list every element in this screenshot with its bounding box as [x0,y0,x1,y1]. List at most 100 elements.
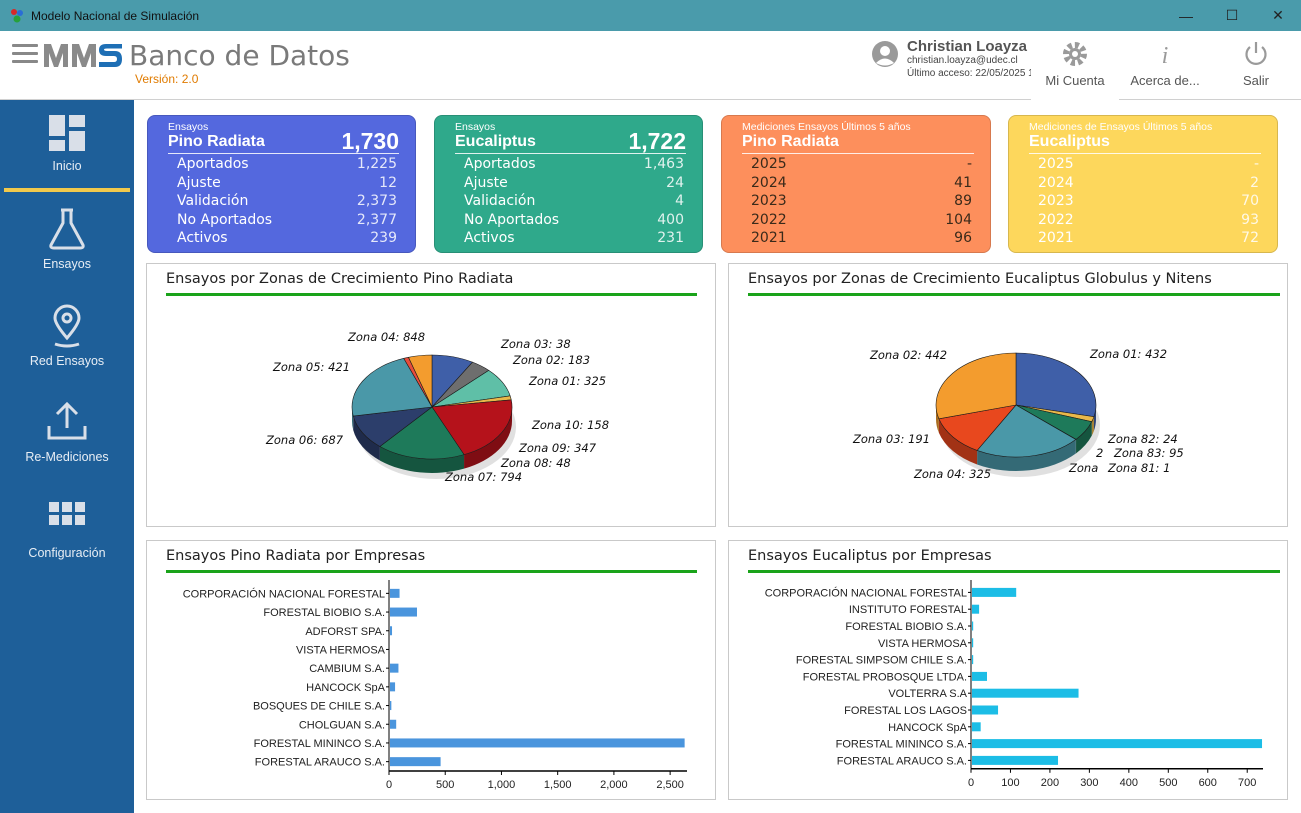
category-label: FORESTAL BIOBIO S.A. [263,607,385,619]
card-row: 2022 93 [1038,211,1259,228]
card-caption: Ensayos [455,121,496,133]
category-label: CHOLGUAN S.A. [299,719,385,731]
about-button[interactable]: i Acerca de... [1121,31,1209,100]
x-tick-label: 400 [1120,777,1138,789]
bar [390,663,399,673]
card-row: 2025- [751,156,972,172]
minimize-button[interactable]: — [1179,7,1193,24]
pie-label: Zona 04: 848 [348,330,426,344]
exit-label: Salir [1242,73,1269,88]
sidebar-item-re-mediciones[interactable]: Re-Mediciones [0,400,134,464]
pie-label: 2 [1096,446,1104,460]
panel-accent-line [748,293,1280,296]
x-tick-label: 0 [386,779,392,791]
card-row: Activos 231 [464,230,684,247]
pie-slice-side [1076,421,1092,454]
app-icon [11,9,23,23]
sidebar: Inicio Ensayos Red Ensayos Re-Mediciones… [0,100,134,813]
dashboard-icon [49,115,85,151]
card-row: Validación 4 [464,193,684,210]
card-title: Pino Radiata [742,133,839,150]
card-eucaliptus: Ensayos Eucaliptus 1,722 Aportados 1,463 … [434,115,703,253]
card-row: 2025- [1038,156,1259,172]
sidebar-item-label: Inicio [52,159,82,173]
active-indicator [4,188,130,192]
svg-text:i: i [1162,43,1169,69]
bar [390,626,393,636]
card-title: Pino Radiata [168,133,265,150]
last-access: Último acceso: 22/05/2025 13:16:38 [907,68,1068,79]
app-header: Banco de Datos Versión: 2.0 Christian Lo… [0,31,1301,100]
card-row: 2021 72 [1038,230,1259,247]
card-mediciones-eucaliptus: Mediciones de Ensayos Últimos 5 años Euc… [1008,115,1278,253]
category-label: BOSQUES DE CHILE S.A. [253,701,385,713]
bar [972,638,974,648]
card-total: 1,722 [628,128,686,154]
card-row: 2024 2 [1038,174,1259,191]
my-account-button[interactable]: Mi Cuenta [1031,31,1119,100]
bar [390,588,400,598]
x-tick-label: 500 [436,779,454,791]
card-row: Ajuste 12 [177,174,397,191]
bar [972,722,981,732]
card-caption: Ensayos [168,121,209,133]
pie-slice-side [464,407,512,469]
gear-icon [1063,42,1087,66]
panel-accent-line [166,570,697,573]
x-tick-label: 2,000 [600,779,628,791]
sidebar-item-configuracion[interactable]: Configuración [0,500,134,560]
panel-accent-line [166,293,697,296]
category-label: CAMBIUM S.A. [309,663,385,675]
pie-label: Zona 01: 325 [529,374,607,388]
sidebar-item-red-ensayos[interactable]: Red Ensayos [0,304,134,368]
grid-icon [49,502,85,525]
category-label: FORESTAL MININCO S.A. [254,738,385,750]
pie-label: Zona 09: 347 [519,441,597,455]
pie-slice-side [1091,416,1094,436]
main-content: Ensayos Pino Radiata 1,730 Aportados 1,22… [134,100,1301,813]
bar [972,604,980,614]
pie-label: Zona 07: 794 [445,470,523,484]
exit-button[interactable]: Salir [1213,31,1299,100]
bar [390,719,397,729]
card-row: Aportados 1,225 [177,156,397,172]
card-row: 2022 104 [751,211,972,228]
card-row: No Aportados 2,377 [177,211,397,228]
hamburger-menu-icon[interactable] [12,44,38,64]
x-tick-label: 500 [1159,777,1177,789]
card-row: 2023 70 [1038,193,1259,210]
pie-panel-pino: Ensayos por Zonas de Crecimiento Pino Ra… [146,263,716,527]
category-label: HANCOCK SpA [306,682,386,694]
card-row: 2024 41 [751,174,972,191]
bar-panel-pino: Ensayos Pino Radiata por Empresas CORPOR… [146,540,716,800]
close-button[interactable]: ✕ [1272,7,1284,23]
category-label: VOLTERRA S.A [888,688,967,700]
card-title: Eucaliptus [1029,133,1110,150]
maximize-button[interactable]: ☐ [1225,7,1239,23]
sidebar-item-ensayos[interactable]: Ensayos [0,207,134,271]
pie-slice-side [379,446,465,473]
category-label: FORESTAL ARAUCO S.A. [255,757,385,769]
sidebar-item-inicio[interactable]: Inicio [0,113,134,173]
card-pino-radiata: Ensayos Pino Radiata 1,730 Aportados 1,22… [147,115,416,253]
panel-accent-line [748,570,1280,573]
x-tick-label: 100 [1001,777,1019,789]
pie-slice [408,354,433,408]
about-label: Acerca de... [1130,73,1200,88]
bar-chart-pino: CORPORACIÓN NACIONAL FORESTAL FORESTAL BI… [183,580,687,791]
bar [972,739,1263,749]
category-label: CORPORACIÓN NACIONAL FORESTAL [765,586,967,599]
card-row: Aportados 1,463 [464,156,684,172]
pie-slice [976,404,1077,458]
pie-slice-side [938,418,978,465]
mns-logo [44,44,122,67]
app-title: Banco de Datos [129,39,350,72]
pie-slice [431,399,513,455]
flask-icon [49,208,85,250]
card-caption: Mediciones de Ensayos Últimos 5 años [1029,121,1213,133]
category-label: INSTITUTO FORESTAL [849,604,967,616]
category-label: FORESTAL BIOBIO S.A. [845,621,967,633]
pie-label: Zona 06: 687 [266,433,344,447]
category-label: FORESTAL LOS LAGOS [844,705,967,717]
category-label: VISTA HERMOSA [878,638,968,650]
